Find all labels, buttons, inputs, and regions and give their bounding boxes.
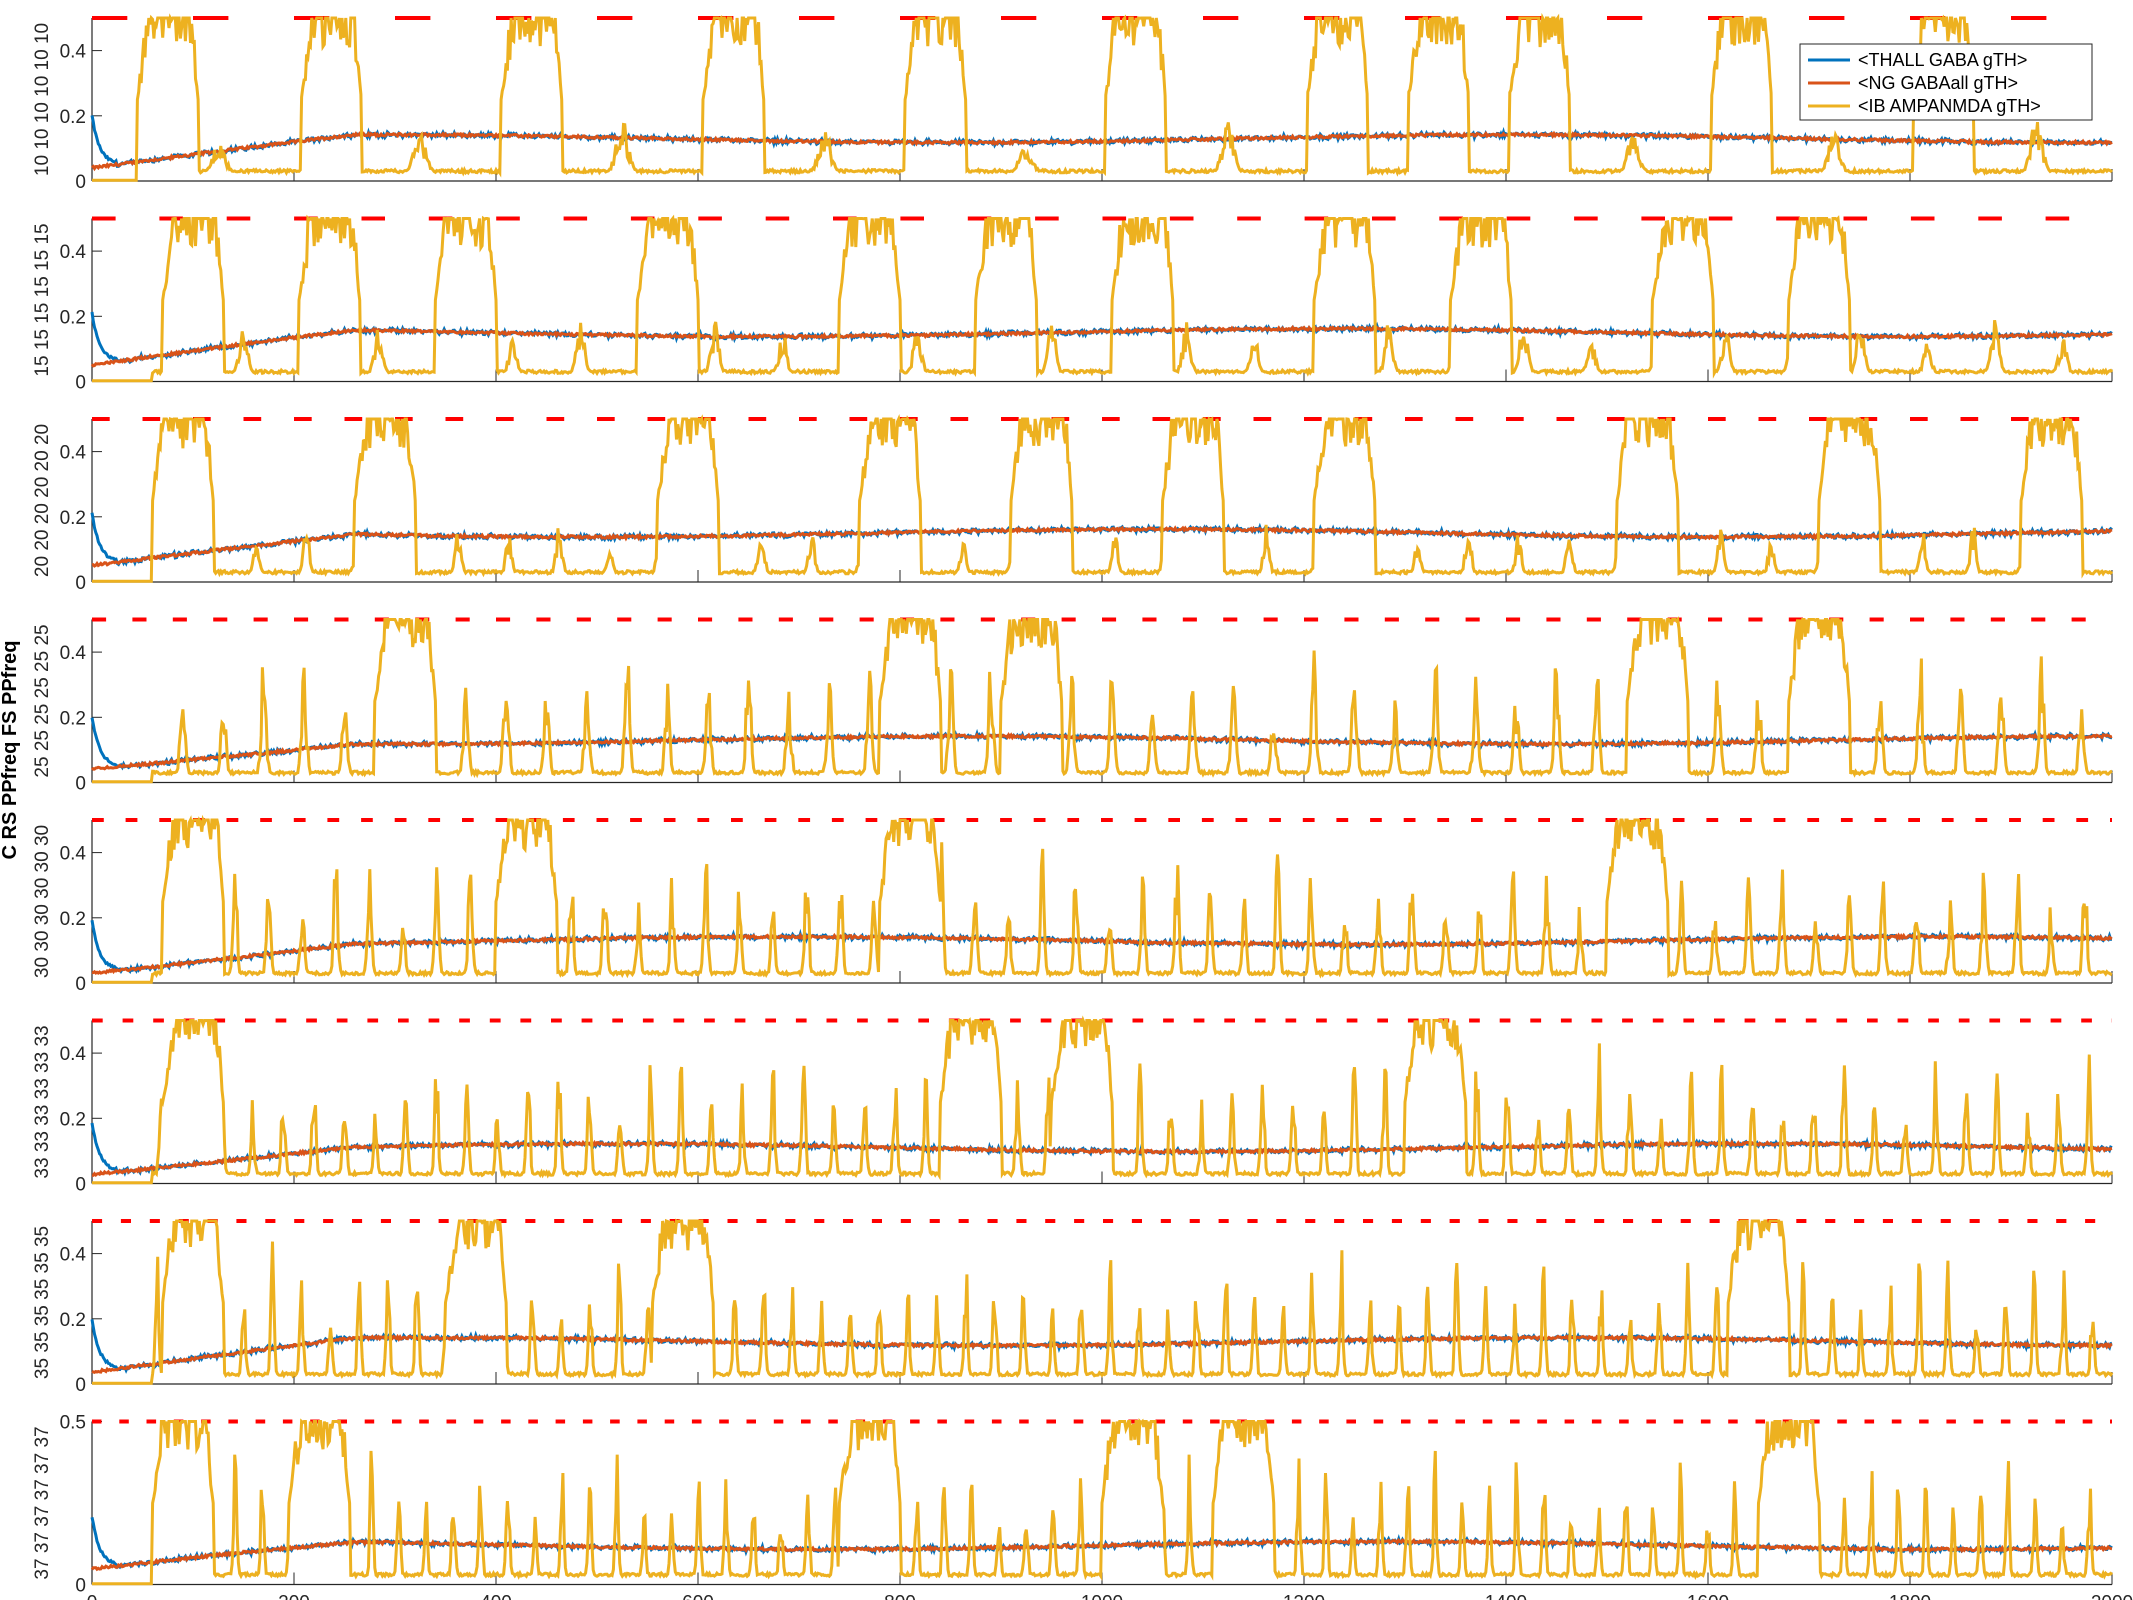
panel-y-tick-label: 0.2	[60, 508, 86, 529]
panel-y-tick-label: 0.4	[60, 242, 87, 263]
panel-y-tick-label: 0	[75, 1576, 86, 1597]
panel-row-label: 35 35 35 35 35 35	[32, 1226, 53, 1379]
series-ib-ampanmda	[92, 214, 2114, 383]
legend: <THALL GABA gTH> <NG GABAall gTH> <IB AMPA…	[1799, 43, 2093, 121]
series-ib-ampanmda	[92, 616, 2113, 784]
panel-6: 0 0.2 0.4 33 33 33 33 33 33	[32, 1015, 2114, 1196]
panel-3: 0 0.2 0.4 20 20 20 20 20 20	[32, 414, 2114, 594]
panel-y-tick-label: 0.2	[60, 909, 86, 930]
panel-y-tick-label: 0.4	[60, 1044, 87, 1065]
panel-y-tick-label: 0	[75, 573, 86, 594]
panels-group: 0 0.2 0.4 10 10 10 10 10 10 0 0.2 0.4 15 15 15 …	[32, 12, 2114, 1597]
panel-y-tick-label: 0.4	[60, 42, 87, 63]
panel-y-tick-label: 0	[75, 774, 86, 795]
panel-y-tick-label: 0.4	[60, 643, 87, 664]
panel-5: 0 0.2 0.4 30 30 30 30 30 30	[32, 814, 2113, 995]
panel-y-tick-label: 0.2	[60, 708, 86, 729]
x-tick-label: 0	[87, 1593, 98, 1600]
legend-entry-label: <IB AMPANMDA gTH>	[1858, 96, 2041, 116]
legend-entry-label: <THALL GABA gTH>	[1858, 50, 2027, 70]
x-tick-label: 1800	[1889, 1593, 1931, 1600]
y-axis-label: C RS PPfreq FS PPfreq	[0, 641, 21, 860]
series-ib-ampanmda	[92, 814, 2113, 984]
panel-y-tick-label: 0.2	[60, 307, 86, 328]
series-ng-gabaall	[90, 732, 2113, 772]
x-tick-label: 200	[278, 1593, 310, 1600]
panel-row-label: 37 37 37 37 37 37	[32, 1426, 53, 1579]
x-tick-label: 1400	[1485, 1593, 1527, 1600]
legend-entry-label: <NG GABAall gTH>	[1858, 73, 2018, 93]
panel-y-tick-label: 0.4	[60, 844, 87, 865]
x-tick-label: 600	[682, 1593, 714, 1600]
series-ib-ampanmda	[92, 1218, 2114, 1385]
panel-y-tick-label: 0.2	[60, 107, 86, 128]
panel-y-tick-label: 0	[75, 1175, 86, 1196]
panel-row-label: 25 25 25 25 25 25	[32, 624, 53, 777]
panel-y-tick-label: 0.2	[60, 1310, 86, 1331]
panel-7: 0 0.2 0.4 35 35 35 35 35 35	[32, 1218, 2114, 1396]
x-tick-label: 400	[480, 1593, 512, 1600]
series-ng-gabaall	[91, 932, 2113, 975]
panel-y-tick-label: 0	[75, 1375, 86, 1396]
panel-row-label: 15 15 15 15 15 15	[32, 223, 53, 376]
series-ib-ampanmda	[92, 414, 2114, 583]
series-ng-gabaall	[91, 525, 2113, 568]
panel-y-tick-label: 0	[75, 974, 86, 995]
panel-1: 0 0.2 0.4 10 10 10 10 10 10	[32, 12, 2114, 193]
panel-row-label: 10 10 10 10 10 10	[32, 23, 53, 176]
series-ib-ampanmda	[92, 1015, 2114, 1185]
panel-8: 0 0.5 37 37 37 37 37 37	[32, 1413, 2114, 1597]
panel-row-label: 20 20 20 20 20 20	[32, 424, 53, 577]
panel-y-tick-label: 0.4	[60, 443, 87, 464]
panel-y-tick-label: 0	[75, 373, 86, 394]
series-ng-gabaall	[91, 1333, 2113, 1374]
x-tick-label: 800	[884, 1593, 916, 1600]
series-ng-gabaall	[90, 324, 2113, 368]
panel-row-label: 33 33 33 33 33 33	[32, 1025, 53, 1178]
x-tick-label: 1600	[1687, 1593, 1729, 1600]
series-ng-gabaall	[91, 1139, 2113, 1178]
x-tick-label: 1200	[1283, 1593, 1325, 1600]
panel-row-label: 30 30 30 30 30 30	[32, 825, 53, 978]
panel-2: 0 0.2 0.4 15 15 15 15 15 15	[32, 214, 2114, 394]
series-ng-gabaall	[91, 130, 2113, 172]
series-ib-ampanmda	[92, 1418, 2114, 1586]
panel-y-tick-label: 0.2	[60, 1109, 86, 1130]
panel-y-tick-label: 0	[75, 172, 86, 193]
panel-y-tick-label: 0.4	[60, 1245, 87, 1266]
series-ib-ampanmda	[92, 12, 2114, 182]
panel-4: 0 0.2 0.4 25 25 25 25 25 25	[32, 616, 2113, 795]
panel-y-tick-label: 0.5	[60, 1413, 86, 1434]
